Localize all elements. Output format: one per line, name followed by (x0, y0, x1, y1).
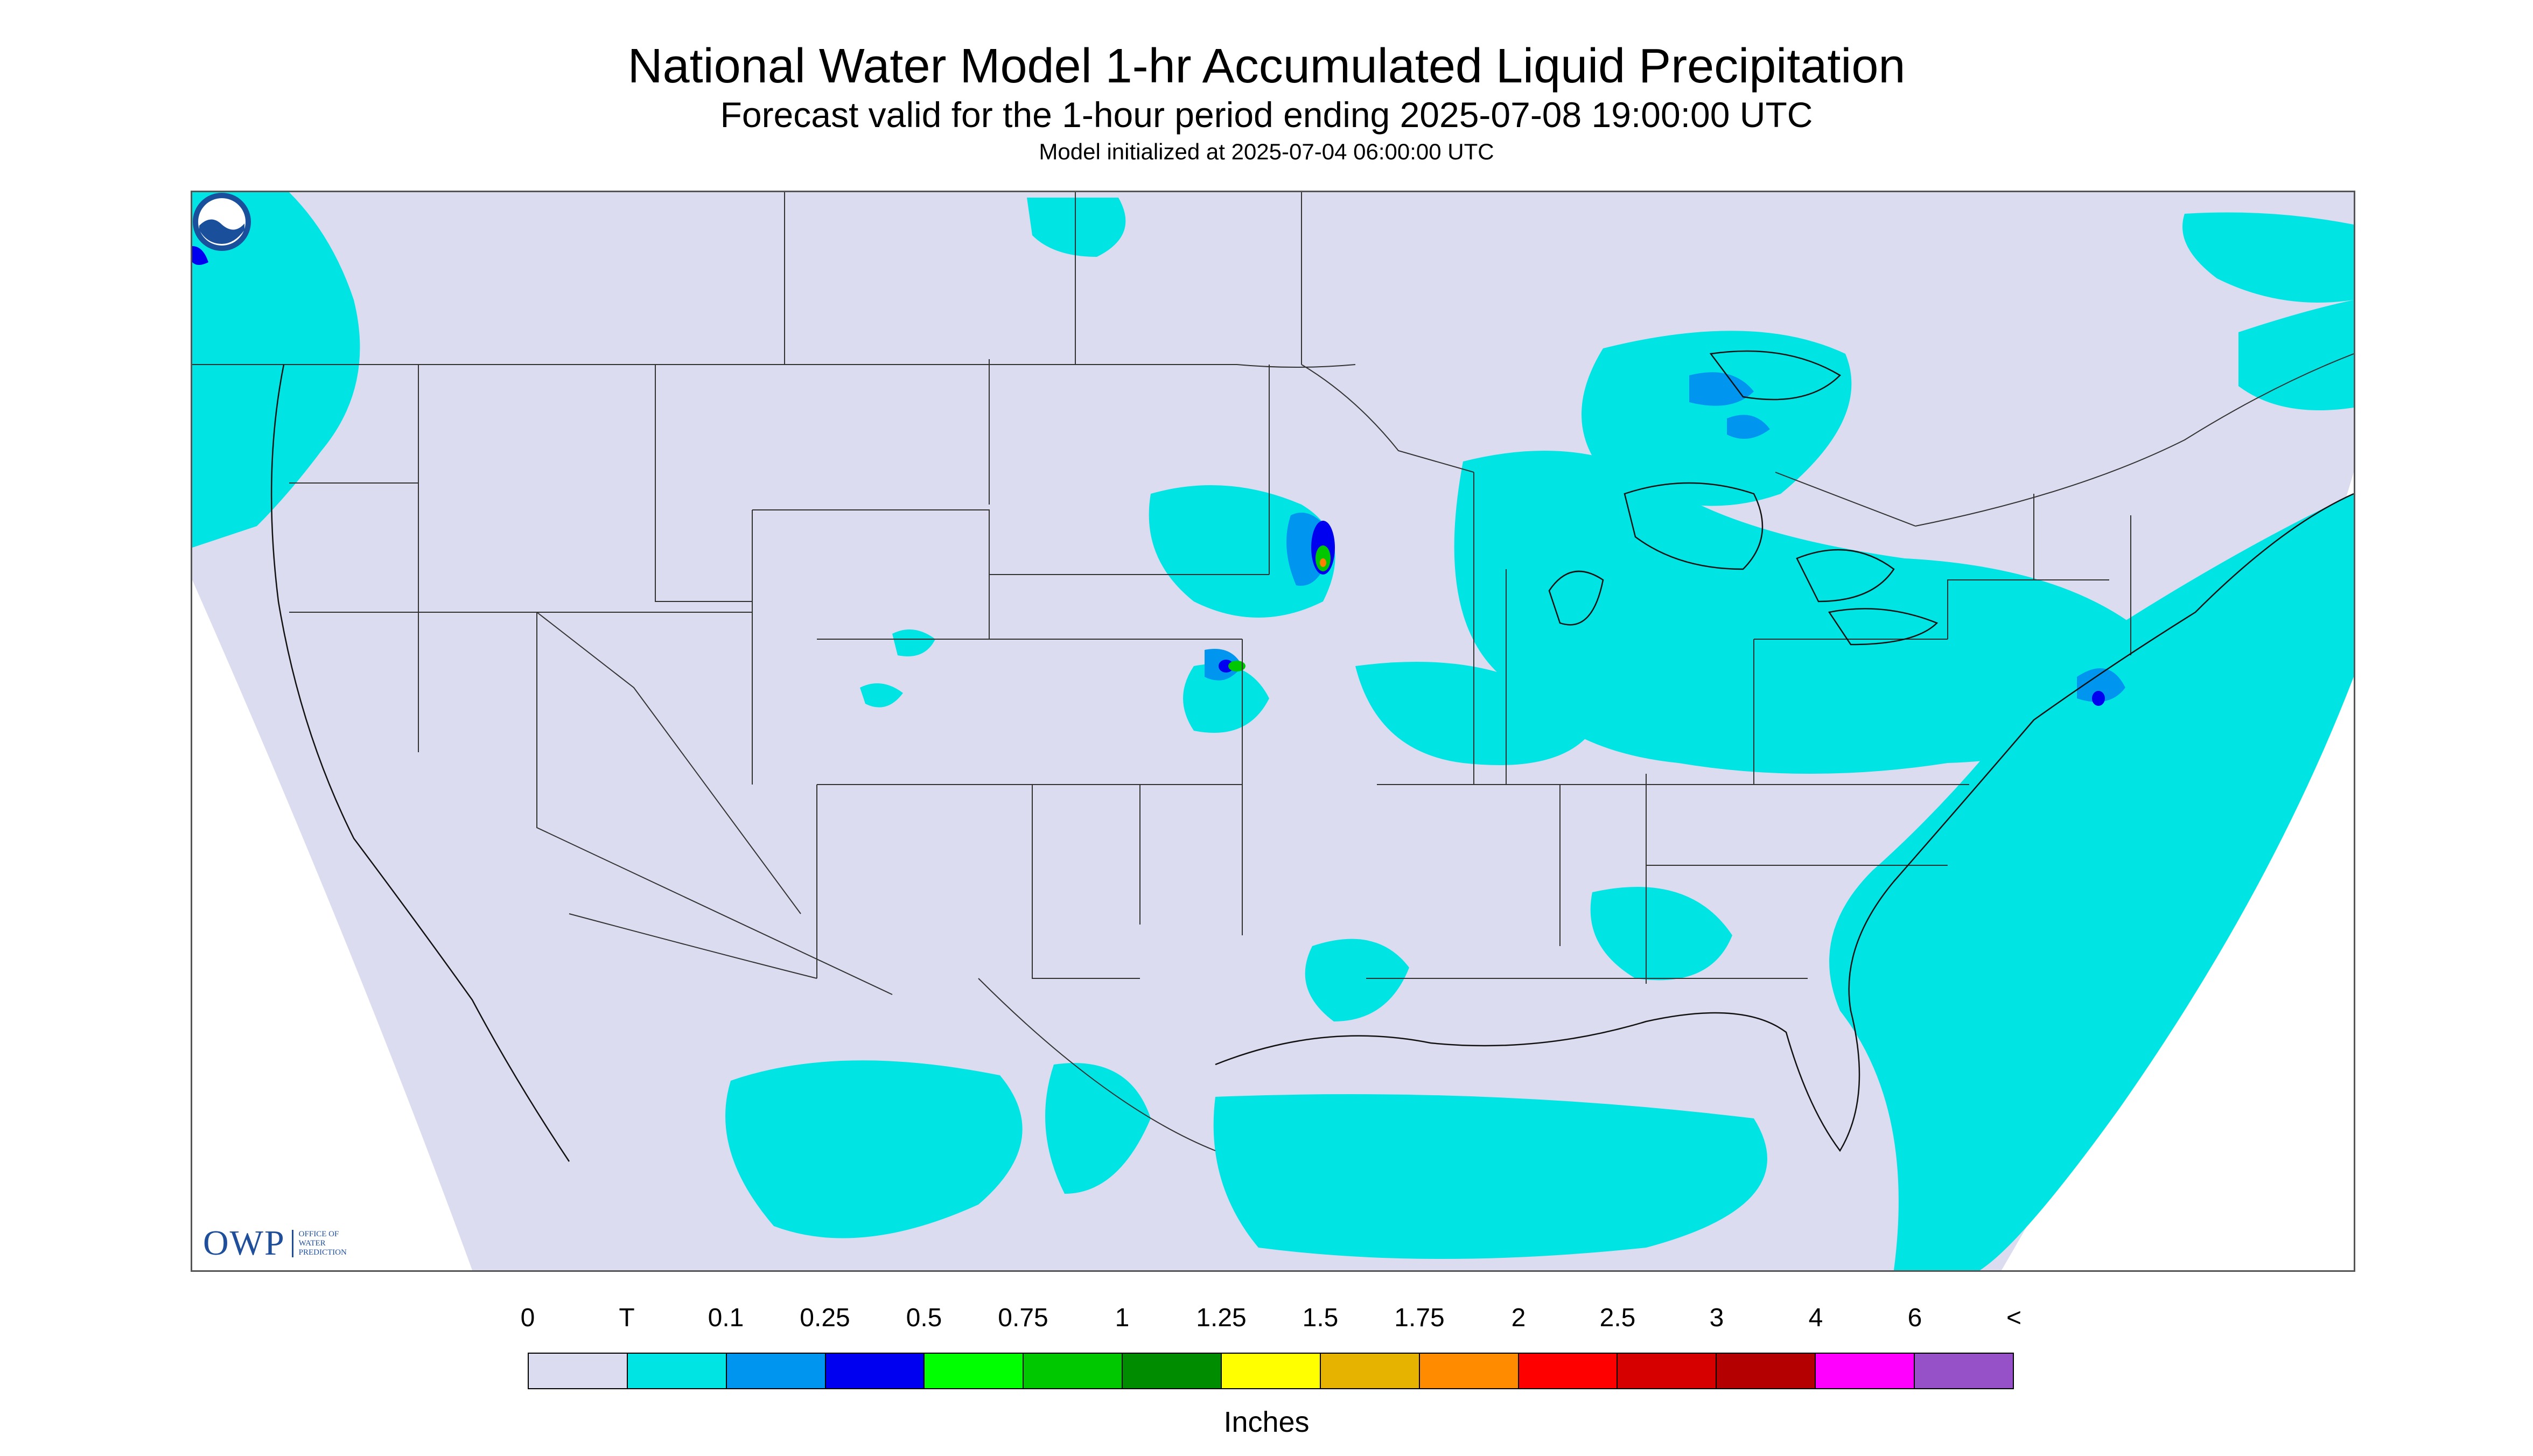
legend-tick-label: 0.75 (998, 1304, 1048, 1332)
owp-logo-text: Office of Water Prediction (291, 1229, 363, 1257)
coastlines (270, 350, 2354, 1162)
model-init-caption: Model initialized at 2025-07-04 06:00:00… (1039, 139, 1494, 164)
forecast-valid-subtitle: Forecast valid for the 1-hour period end… (720, 95, 1813, 135)
legend-swatch (529, 1354, 628, 1388)
legend-tick-label: 2 (1511, 1304, 1526, 1332)
legend-swatch (1618, 1354, 1717, 1388)
legend-tick-label: 6 (1907, 1304, 1922, 1332)
legend-swatch (726, 1354, 826, 1388)
legend-tick-label: 4 (1808, 1304, 1823, 1332)
noaa-logo-icon (193, 193, 251, 251)
map-title: National Water Model 1-hr Accumulated Li… (627, 39, 1906, 93)
legend-tick-label: 1 (1115, 1304, 1130, 1332)
legend-swatch (1222, 1354, 1321, 1388)
legend-tick-label: 2.5 (1599, 1304, 1636, 1332)
legend-tick-label: 3 (1709, 1304, 1724, 1332)
legend-swatch (1519, 1354, 1618, 1388)
legend-swatch (1123, 1354, 1222, 1388)
precipitation-map: OWP Office of Water Prediction (191, 191, 2355, 1272)
legend-swatch (1915, 1354, 2013, 1388)
legend-tick-label: 1.75 (1394, 1304, 1445, 1332)
legend-swatch (825, 1354, 925, 1388)
political-boundaries (192, 192, 2354, 1151)
legend-units-label: Inches (1223, 1406, 1310, 1438)
legend-tick-label: 0.25 (800, 1304, 850, 1332)
legend-swatch (1816, 1354, 1915, 1388)
legend-tick-label: 1.5 (1302, 1304, 1339, 1332)
precip-peak-cell (1320, 558, 1326, 567)
owp-logo: OWP Office of Water Prediction (203, 1223, 363, 1264)
legend-color-bar (528, 1353, 2014, 1389)
legend-tick-label: 0.5 (906, 1304, 942, 1332)
map-canvas (192, 192, 2354, 1270)
legend-tick-label: < (2006, 1304, 2022, 1332)
legend-swatch (1419, 1354, 1519, 1388)
precip-legend: 0 T 0.1 0.25 0.5 0.75 1 1.25 1.5 1.75 2 2.5 3 4 6 < (521, 1303, 2021, 1389)
legend-tick-label: 0.1 (708, 1304, 744, 1332)
legend-tick-label: 1.25 (1196, 1304, 1247, 1332)
owp-logo-mark: OWP (203, 1223, 285, 1263)
legend-tick-label: 0 (520, 1304, 535, 1332)
legend-swatch (925, 1354, 1024, 1388)
legend-swatch (627, 1354, 727, 1388)
legend-swatch (1024, 1354, 1123, 1388)
legend-swatch (1717, 1354, 1816, 1388)
legend-swatch (1320, 1354, 1420, 1388)
legend-tick-label: T (619, 1304, 635, 1332)
precip-light-areas (1205, 372, 2125, 702)
